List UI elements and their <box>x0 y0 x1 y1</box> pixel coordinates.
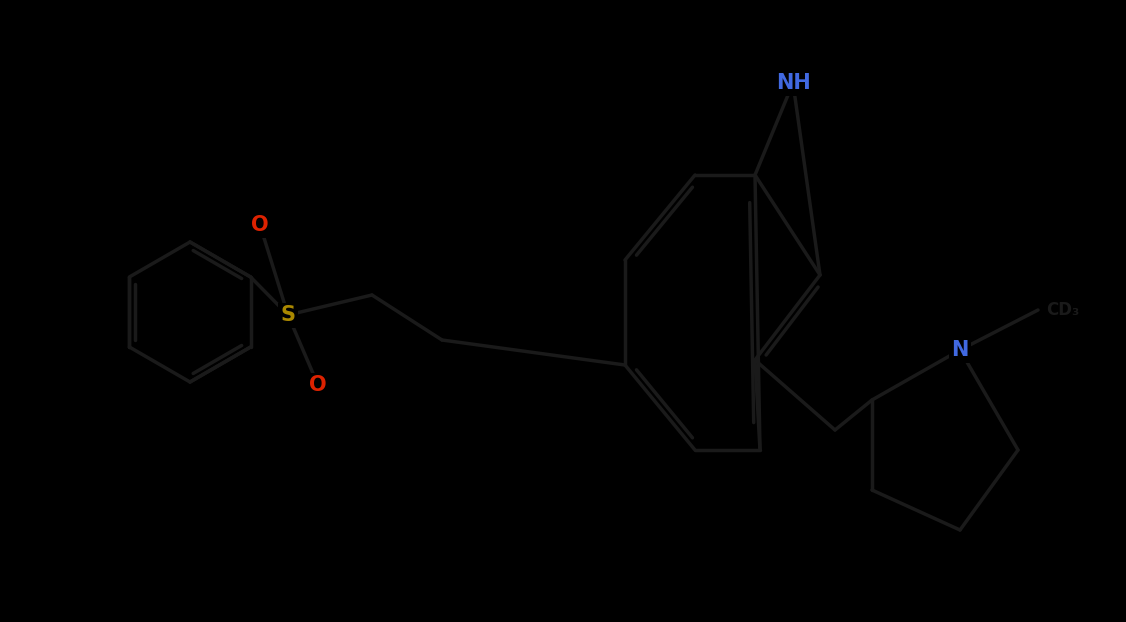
Text: CD₃: CD₃ <box>1046 301 1079 319</box>
Text: O: O <box>310 375 327 395</box>
Text: NH: NH <box>776 73 811 93</box>
Text: N: N <box>951 340 968 360</box>
Text: S: S <box>280 305 295 325</box>
Text: O: O <box>251 215 269 235</box>
